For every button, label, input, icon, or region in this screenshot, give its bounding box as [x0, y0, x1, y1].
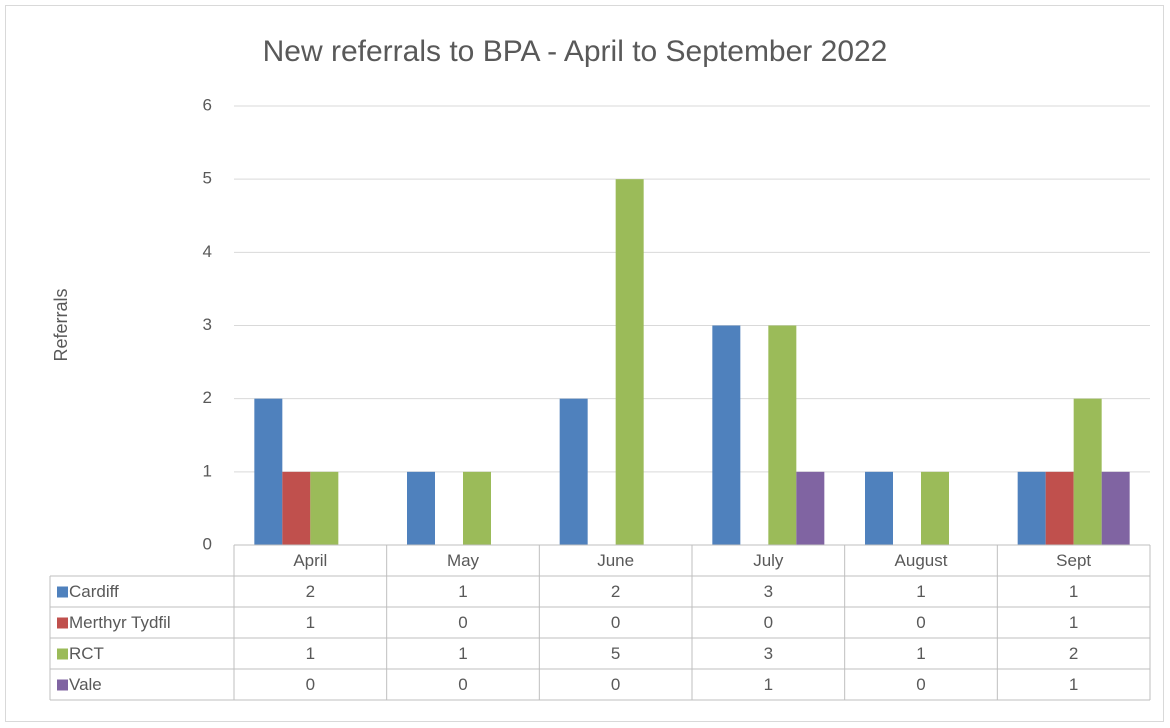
- legend-swatch: [57, 617, 68, 629]
- chart-title: New referrals to BPA - April to Septembe…: [263, 35, 888, 68]
- table-value: 1: [764, 675, 773, 694]
- x-tick-label: July: [753, 551, 784, 570]
- table-value: 0: [611, 613, 620, 632]
- legend-swatch: [57, 679, 68, 691]
- y-tick-label: 0: [203, 534, 212, 553]
- table-value: 0: [916, 613, 925, 632]
- table-value: 0: [306, 675, 315, 694]
- bar: [282, 471, 311, 545]
- bar: [1101, 471, 1130, 545]
- bar: [407, 471, 435, 545]
- bar: [254, 398, 283, 545]
- y-tick-label: 3: [203, 315, 212, 334]
- table-value: 3: [764, 644, 773, 663]
- y-tick-label: 6: [203, 95, 212, 114]
- table-value: 2: [1069, 644, 1078, 663]
- bar: [921, 471, 949, 545]
- y-tick-label: 2: [203, 388, 212, 407]
- legend-label: Merthyr Tydfil: [69, 613, 171, 632]
- table-value: 1: [458, 644, 467, 663]
- chart-border: [5, 5, 1164, 722]
- table-value: 1: [306, 613, 315, 632]
- legend-swatch: [57, 648, 68, 660]
- table-value: 0: [458, 613, 467, 632]
- bar: [712, 325, 741, 545]
- table-value: 1: [458, 582, 467, 601]
- bar: [310, 471, 339, 545]
- x-tick-label: August: [895, 551, 948, 570]
- table-value: 2: [306, 582, 315, 601]
- x-tick-label: April: [293, 551, 327, 570]
- x-tick-label: Sept: [1056, 551, 1091, 570]
- legend-label: Vale: [69, 675, 102, 694]
- bar: [1073, 398, 1102, 545]
- bar: [559, 398, 588, 545]
- table-value: 0: [764, 613, 773, 632]
- bar: [768, 325, 797, 545]
- bar: [1017, 471, 1046, 545]
- table-value: 1: [1069, 675, 1078, 694]
- bar: [615, 179, 644, 545]
- table-value: 5: [611, 644, 620, 663]
- y-axis-label: Referrals: [51, 288, 71, 361]
- x-tick-label: May: [447, 551, 480, 570]
- y-tick-label: 5: [203, 169, 212, 188]
- y-tick-label: 4: [203, 242, 212, 261]
- bar: [463, 471, 491, 545]
- table-value: 2: [611, 582, 620, 601]
- table-value: 1: [916, 582, 925, 601]
- table-value: 1: [916, 644, 925, 663]
- legend-swatch: [57, 586, 68, 598]
- table-value: 1: [1069, 582, 1078, 601]
- y-tick-label: 1: [203, 461, 212, 480]
- legend-label: Cardiff: [69, 582, 119, 601]
- table-value: 0: [916, 675, 925, 694]
- table-value: 1: [1069, 613, 1078, 632]
- table-value: 1: [306, 644, 315, 663]
- legend-label: RCT: [69, 644, 104, 663]
- bar: [796, 471, 825, 545]
- table-value: 0: [611, 675, 620, 694]
- x-tick-label: June: [597, 551, 634, 570]
- bar: [865, 471, 893, 545]
- table-value: 0: [458, 675, 467, 694]
- bar: [1045, 471, 1074, 545]
- table-value: 3: [764, 582, 773, 601]
